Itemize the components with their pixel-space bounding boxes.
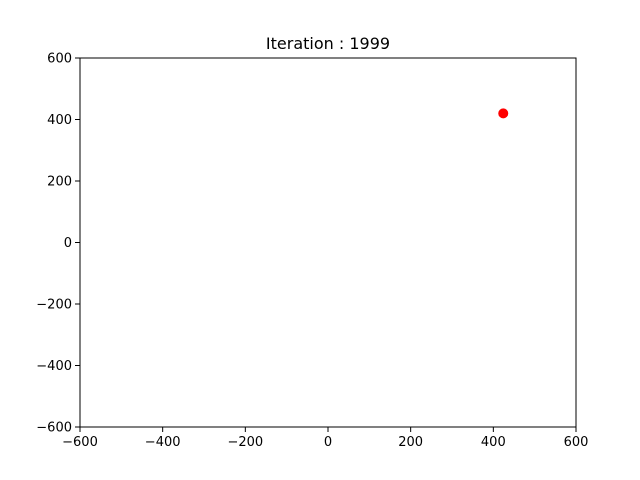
- chart-title: Iteration : 1999: [266, 34, 390, 53]
- y-tick-label: −600: [36, 421, 72, 436]
- y-tick-label: −400: [36, 359, 72, 374]
- y-tick-label: 0: [64, 236, 72, 251]
- x-tick-label: 400: [481, 435, 506, 450]
- x-axis: −600 −400 −200 0 200 400 600: [62, 427, 588, 450]
- plot-area: [80, 58, 576, 427]
- y-tick-label: −200: [36, 298, 72, 313]
- y-tick-label: 200: [47, 175, 72, 190]
- x-tick-label: −200: [227, 435, 263, 450]
- x-tick-label: 0: [324, 435, 332, 450]
- y-tick-label: 400: [47, 113, 72, 128]
- x-tick-label: −400: [145, 435, 181, 450]
- scatter-points: [498, 108, 509, 119]
- y-axis: −600 −400 −200 0 200 400 600: [36, 52, 80, 436]
- x-tick-label: 200: [398, 435, 423, 450]
- x-tick-label: 600: [564, 435, 589, 450]
- plot-frame: [79, 57, 577, 428]
- scatter-point: [498, 108, 509, 119]
- x-tick-label: −600: [62, 435, 98, 450]
- y-tick-label: 600: [47, 52, 72, 67]
